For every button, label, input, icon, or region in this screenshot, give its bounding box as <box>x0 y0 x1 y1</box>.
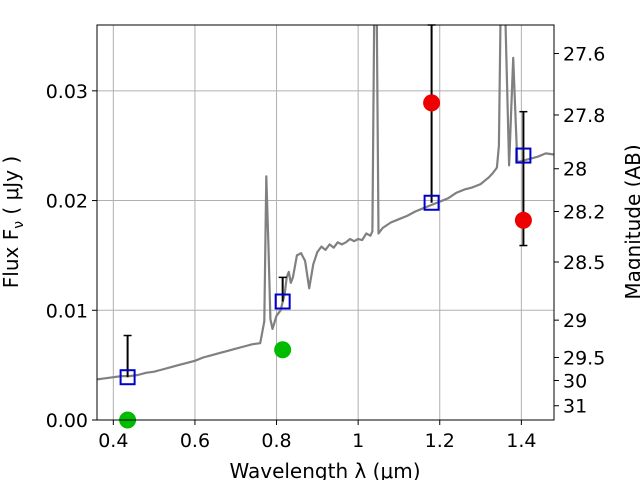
y-axis-title: Flux Fν ( μJy ) <box>0 156 27 288</box>
x-tick-label: 0.4 <box>98 430 128 452</box>
x-tick-label: 1.2 <box>425 430 455 452</box>
magnitude-axis-ticks: 27.6 27.8 28 28.2 28.5 29 29.530 31 <box>554 44 605 418</box>
grid-lines <box>97 25 554 421</box>
model-flux-square <box>423 194 440 211</box>
y-tick-label: 0.01 <box>46 300 88 322</box>
magnitude-axis-title: Magnitude (AB) <box>621 144 640 299</box>
y-axis-title-main: Flux F <box>0 229 23 288</box>
observed-flux-point <box>423 94 441 112</box>
plot-frame <box>96 24 555 421</box>
y-axis-title-unit: ( μJy ) <box>0 156 23 221</box>
observed-flux-point <box>274 341 292 359</box>
y-tick-label: 0.03 <box>46 81 88 103</box>
y-axis-ticks: 0.00 0.01 0.02 0.03 <box>46 81 97 432</box>
model-flux-square <box>119 369 136 386</box>
magnitude-tick-label: 30 <box>563 371 587 393</box>
spectrum-line <box>97 25 554 381</box>
magnitude-tick-label: 29.5 <box>563 347 605 369</box>
magnitude-tick-label: 27.8 <box>563 105 605 127</box>
model-flux-square <box>274 293 291 310</box>
x-tick-label: 0.6 <box>180 430 210 452</box>
data-markers <box>119 24 532 429</box>
y-tick-label: 0.00 <box>46 410 88 432</box>
x-tick-label: 1 <box>352 430 364 452</box>
x-axis-ticks: 0.4 0.6 0.8 1 1.2 1.4 <box>98 420 536 452</box>
magnitude-tick-label: 29 <box>563 310 587 332</box>
plot-series <box>97 25 554 381</box>
x-tick-label: 1.4 <box>506 430 536 452</box>
y-axis-title-subscript: ν <box>11 221 27 229</box>
magnitude-tick-label: 28.5 <box>563 252 605 274</box>
x-axis-title: Wavelength λ (μm) <box>229 459 420 480</box>
magnitude-tick-label: 28 <box>563 159 587 181</box>
model-flux-square <box>515 147 532 164</box>
magnitude-tick-label: 31 <box>563 396 587 418</box>
y-tick-label: 0.02 <box>46 191 88 213</box>
x-tick-label: 0.8 <box>261 430 291 452</box>
magnitude-tick-label: 27.6 <box>563 44 605 66</box>
magnitude-tick-label: 28.2 <box>563 202 605 224</box>
observed-flux-point <box>514 211 532 229</box>
